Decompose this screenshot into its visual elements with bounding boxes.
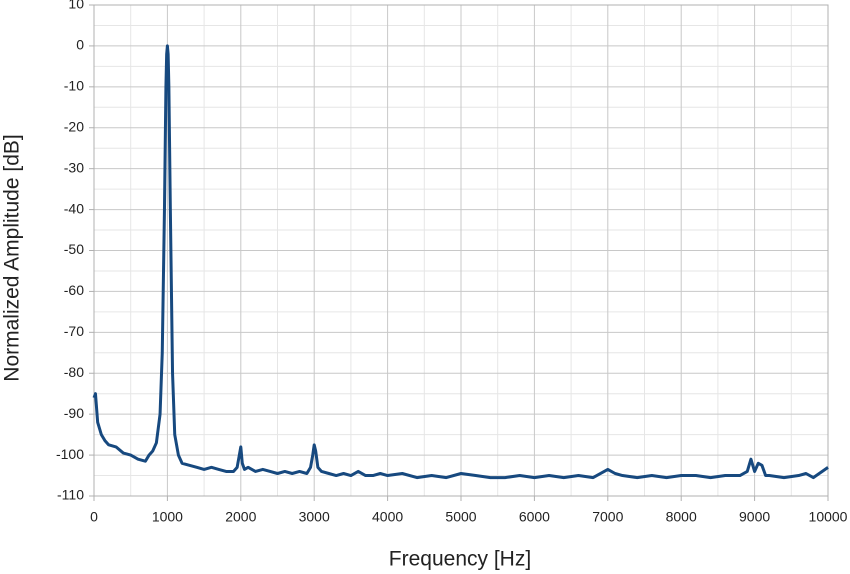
x-tick-label: 4000 <box>372 509 403 525</box>
y-tick-label: -30 <box>64 159 84 175</box>
x-tick-label: 1000 <box>152 509 183 525</box>
y-tick-label: -80 <box>64 364 84 380</box>
x-tick-label: 9000 <box>739 509 770 525</box>
y-tick-label: -90 <box>64 405 84 421</box>
y-tick-label: -10 <box>64 78 84 94</box>
y-tick-label: 0 <box>76 37 84 53</box>
x-tick-label: 10000 <box>809 509 848 525</box>
x-tick-label: 3000 <box>299 509 330 525</box>
y-tick-label: -20 <box>64 118 84 134</box>
y-tick-label: -100 <box>56 446 84 462</box>
x-tick-label: 7000 <box>592 509 623 525</box>
line-series <box>92 44 829 480</box>
x-tick-label: 2000 <box>225 509 256 525</box>
x-axis-title: Frequency [Hz] <box>389 548 531 571</box>
y-axis-title: Normalized Amplitude [dB] <box>1 134 24 381</box>
y-tick-label: -50 <box>64 241 84 257</box>
plot-frame <box>93 4 829 497</box>
y-tick-label: -110 <box>57 487 84 503</box>
x-tick-label: 6000 <box>519 509 550 525</box>
x-tick-label: 5000 <box>445 509 476 525</box>
y-tick-label: -70 <box>64 323 84 339</box>
y-tick-label: -40 <box>64 200 84 216</box>
x-tick-label: 0 <box>90 509 98 525</box>
x-tick-label: 8000 <box>666 509 697 525</box>
y-tick-label: -60 <box>64 282 84 298</box>
y-tick-label: 10 <box>68 0 84 12</box>
